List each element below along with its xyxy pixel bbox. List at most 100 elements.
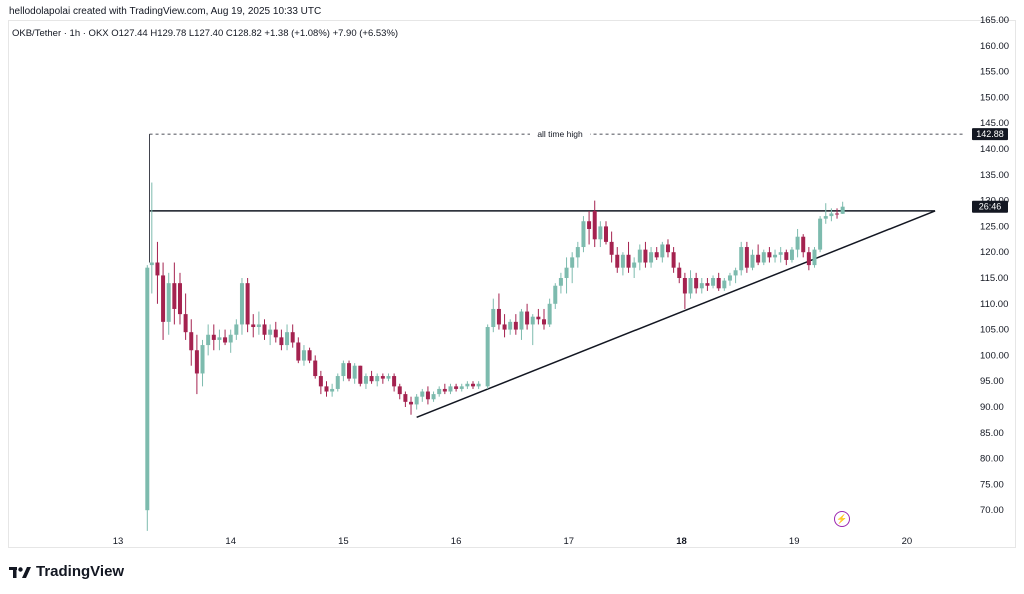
candle-body [620,254,625,268]
brand-name: TradingView [36,563,125,580]
candle-body [200,345,205,374]
y-tick-label: 125.00 [980,221,1009,232]
chart-credit: hellodolapolai created with TradingView.… [9,6,322,17]
candle-body [442,388,447,392]
candle-body [363,376,368,384]
candle-body [268,329,273,335]
candle-body [301,350,306,361]
candle-body [699,283,704,289]
candle-body [829,213,834,217]
candle-body [307,350,312,361]
candle-body [688,278,693,294]
price-tag [972,200,1008,213]
candle-body [598,226,603,240]
candle-body [502,324,507,330]
candle-body [711,278,716,286]
candle-body [660,244,665,258]
candle-body [465,383,470,387]
x-tick-label: 20 [902,536,913,547]
candle-body [823,216,828,219]
candle-body [217,337,222,340]
candle-body [525,311,530,325]
symbol-legend: OKB/Tether · 1h · OKX O127.44 H129.78 L1… [12,28,399,39]
y-tick-label: 85.00 [980,428,1004,439]
candle-body [801,236,806,253]
candle-body [211,334,216,340]
candle-body [228,334,233,343]
candle-body [330,388,335,392]
candle-body [485,327,490,387]
x-tick-label: 13 [113,536,124,547]
candle-body [795,236,800,250]
candle-body [409,401,414,405]
candle-body [581,221,586,248]
candle-body [761,252,766,263]
candle-body [491,308,496,328]
candle-body [318,376,323,387]
candle-body [420,391,425,397]
candle-body [341,363,346,377]
candle-body [682,278,687,294]
candle-body [251,324,256,328]
candle-body [519,311,524,330]
candle-body [547,303,552,325]
y-tick-label: 75.00 [980,479,1004,490]
candle-body [739,247,744,271]
candle-body [603,226,608,242]
candle-body [279,337,284,346]
candle-body [392,376,397,387]
candle-body [183,314,188,333]
candle-body [508,321,513,330]
candle-body [665,244,670,253]
candle-body [570,257,575,268]
candle-body [575,247,580,258]
y-tick-label: 135.00 [980,170,1009,181]
candle-body [818,218,823,250]
candle-body [347,363,352,379]
candle-body [722,280,727,289]
candle-body [369,376,374,382]
candle-body [649,252,654,263]
candle-body [189,332,194,351]
candle-body [643,249,648,263]
candle-body [553,285,558,304]
y-tick-label: 120.00 [980,247,1009,258]
candle-body [744,247,749,268]
y-tick-label: 80.00 [980,454,1004,465]
candle-body [145,267,150,511]
candle-body [454,386,459,389]
candle-body [290,332,295,343]
lightning-icon[interactable]: ⚡ [834,511,850,527]
candle-body [313,360,318,377]
y-tick-label: 115.00 [980,273,1008,284]
candle-body [223,337,228,343]
candle-body [716,278,721,289]
candle-body [296,342,301,361]
candle-body [812,249,817,266]
candle-body [239,283,244,325]
tradingview-brand: TradingView [9,563,124,580]
y-tick-label: 105.00 [980,325,1009,336]
x-tick-label: 18 [676,536,687,547]
support-trendline [416,210,936,419]
candle-body [206,334,211,346]
candle-body [496,308,501,325]
candle-body [324,386,329,392]
candle-body [637,249,642,263]
candle-body [592,210,597,240]
candle-body [513,321,518,330]
y-tick-label: 165.00 [980,15,1009,26]
candle-body [778,252,783,255]
y-tick-label: 150.00 [980,92,1009,103]
candle-body [425,391,430,400]
price-tag-label: 142.88 [976,129,1004,139]
candle-body [403,394,408,402]
candle-body [256,324,261,328]
candle-body [694,278,699,289]
x-tick-label: 17 [564,536,575,547]
candle-body [397,386,402,395]
x-tick-label: 19 [789,536,800,547]
candle-body [542,319,547,325]
candle-body [273,329,278,338]
